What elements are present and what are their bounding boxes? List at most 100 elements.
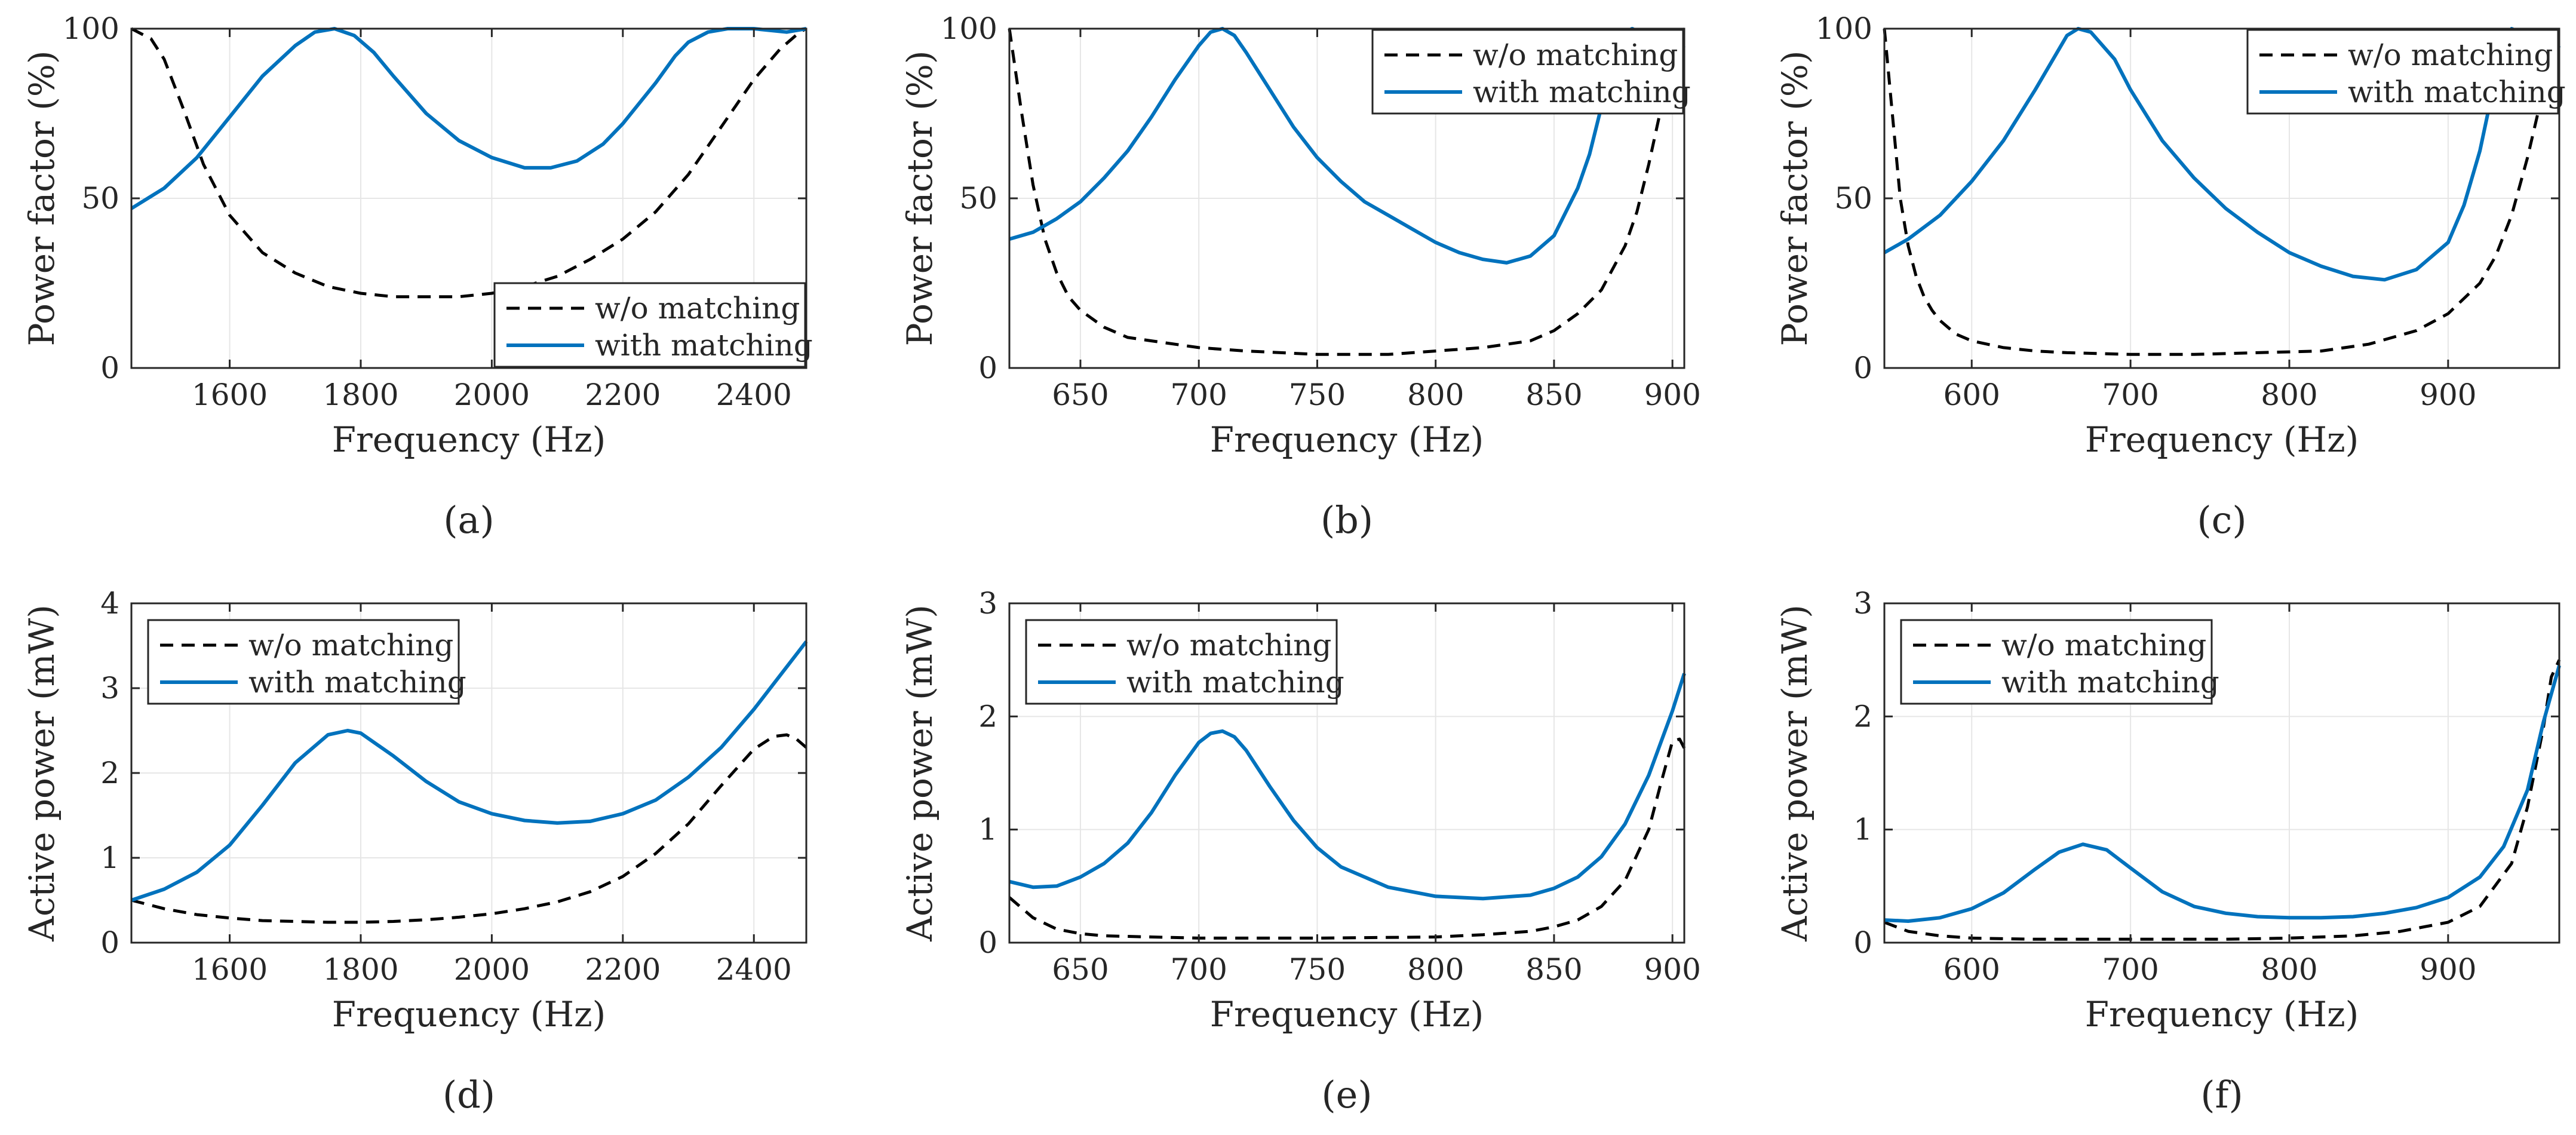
x-tick-label: 700 (2102, 378, 2159, 412)
x-axis-label: Frequency (Hz) (1210, 994, 1484, 1035)
panel-caption: (d) (443, 1073, 495, 1116)
y-tick-label: 0 (100, 925, 119, 960)
x-tick-label: 1800 (323, 378, 398, 412)
panel-caption: (a) (443, 498, 494, 542)
series-line-without-matching (1884, 659, 2561, 941)
series-line-without-matching (1008, 737, 1686, 940)
legend-label: with matching (2001, 665, 2219, 700)
series-line-without-matching (1008, 27, 1685, 356)
y-tick-label: 2 (100, 756, 119, 790)
x-tick-label: 2200 (585, 378, 661, 412)
y-tick-label: 100 (941, 11, 997, 46)
y-axis-label: Active power (mW) (1774, 605, 1815, 942)
series-line-without-matching (130, 27, 808, 299)
y-tick-label: 1 (1853, 812, 1872, 847)
x-tick-label: 2200 (585, 952, 661, 987)
chart-panel-e: 650 700 750 800 850 900 0 1 2 3 Frequency (Hz) Acti… (899, 586, 1701, 1116)
x-tick-label: 700 (2102, 952, 2159, 987)
x-tick-label: 600 (1943, 378, 2000, 412)
x-tick-label: 750 (1289, 378, 1346, 412)
x-tick-label: 2400 (716, 378, 792, 412)
x-axis-label: Frequency (Hz) (1210, 419, 1484, 460)
x-axis-label: Frequency (Hz) (332, 994, 606, 1035)
x-tick-label: 750 (1289, 952, 1346, 987)
series-line-without-matching (1883, 28, 2561, 356)
chart-panel-f: 600 700 800 900 0 1 2 3 Frequency (Hz) Active pow… (1774, 586, 2561, 1116)
legend-label: w/o matching (2348, 38, 2553, 72)
x-tick-label: 800 (1407, 952, 1464, 987)
axes-box (1008, 602, 1685, 944)
series-line-with-matching (130, 27, 807, 210)
x-tick-label: 1600 (192, 952, 268, 987)
x-tick-label: 900 (2420, 952, 2476, 987)
axes-box (1883, 602, 2560, 944)
y-tick-label: 2 (1853, 699, 1872, 734)
legend-box (147, 619, 460, 705)
x-tick-label: 650 (1052, 378, 1109, 412)
legend-label: with matching (1473, 75, 1691, 109)
y-tick-label: 2 (978, 699, 997, 734)
series-line-with-matching (131, 640, 808, 902)
series-line-with-matching (1009, 673, 1686, 901)
y-axis-label: Active power (mW) (899, 605, 940, 942)
legend-label: w/o matching (1473, 38, 1678, 72)
y-axis-label: Active power (mW) (22, 605, 62, 942)
legend-label: with matching (2348, 75, 2566, 109)
y-tick-label: 50 (959, 181, 997, 216)
y-tick-label: 0 (1853, 351, 1872, 385)
x-tick-label: 650 (1052, 952, 1109, 987)
x-tick-label: 2400 (716, 952, 792, 987)
y-axis-label: Power factor (%) (1774, 50, 1815, 346)
x-axis-label: Frequency (Hz) (2085, 419, 2359, 460)
panel-caption: (e) (1321, 1073, 1372, 1116)
legend-box (1025, 619, 1338, 705)
legend-label: with matching (595, 328, 813, 363)
x-tick-label: 800 (2261, 378, 2317, 412)
legend-box (1371, 29, 1684, 115)
x-tick-label: 850 (1525, 952, 1582, 987)
y-tick-label: 100 (1816, 11, 1872, 46)
y-tick-label: 0 (100, 351, 119, 385)
panel-caption: (f) (2200, 1073, 2243, 1116)
y-tick-label: 4 (100, 586, 119, 621)
y-tick-label: 3 (1853, 586, 1872, 621)
chart-panel-c: 600 700 800 900 0 50 100 Frequency (Hz) Power fa… (1774, 11, 2566, 542)
x-axis-label: Frequency (Hz) (332, 419, 606, 460)
legend-box (493, 282, 806, 368)
y-tick-label: 0 (978, 925, 997, 960)
x-axis-label: Frequency (Hz) (2085, 994, 2359, 1035)
x-tick-label: 600 (1943, 952, 2000, 987)
chart-panel-a: 1600 1800 2000 2200 2400 0 50 100 Frequency (Hz)… (22, 11, 813, 542)
x-tick-label: 700 (1170, 378, 1227, 412)
x-tick-label: 1800 (323, 952, 398, 987)
legend-label: w/o matching (2001, 628, 2206, 662)
x-tick-label: 700 (1170, 952, 1227, 987)
x-tick-label: 850 (1525, 378, 1582, 412)
y-tick-label: 3 (100, 671, 119, 705)
y-tick-label: 50 (81, 181, 119, 216)
legend-box (1900, 619, 2213, 705)
y-tick-label: 0 (1853, 925, 1872, 960)
x-tick-label: 1600 (192, 378, 268, 412)
x-tick-label: 800 (2261, 952, 2317, 987)
legend-box (2246, 29, 2559, 115)
legend-label: w/o matching (595, 291, 800, 326)
x-tick-label: 2000 (454, 378, 530, 412)
y-tick-label: 50 (1834, 181, 1872, 216)
x-tick-label: 900 (1644, 952, 1700, 987)
legend-label: with matching (248, 665, 466, 700)
y-tick-label: 3 (978, 586, 997, 621)
x-tick-label: 900 (1644, 378, 1700, 412)
y-axis-label: Power factor (%) (899, 50, 940, 346)
legend-label: with matching (1126, 665, 1344, 700)
y-tick-label: 100 (63, 11, 119, 46)
series-line-with-matching (1884, 665, 2561, 923)
y-tick-label: 0 (978, 351, 997, 385)
